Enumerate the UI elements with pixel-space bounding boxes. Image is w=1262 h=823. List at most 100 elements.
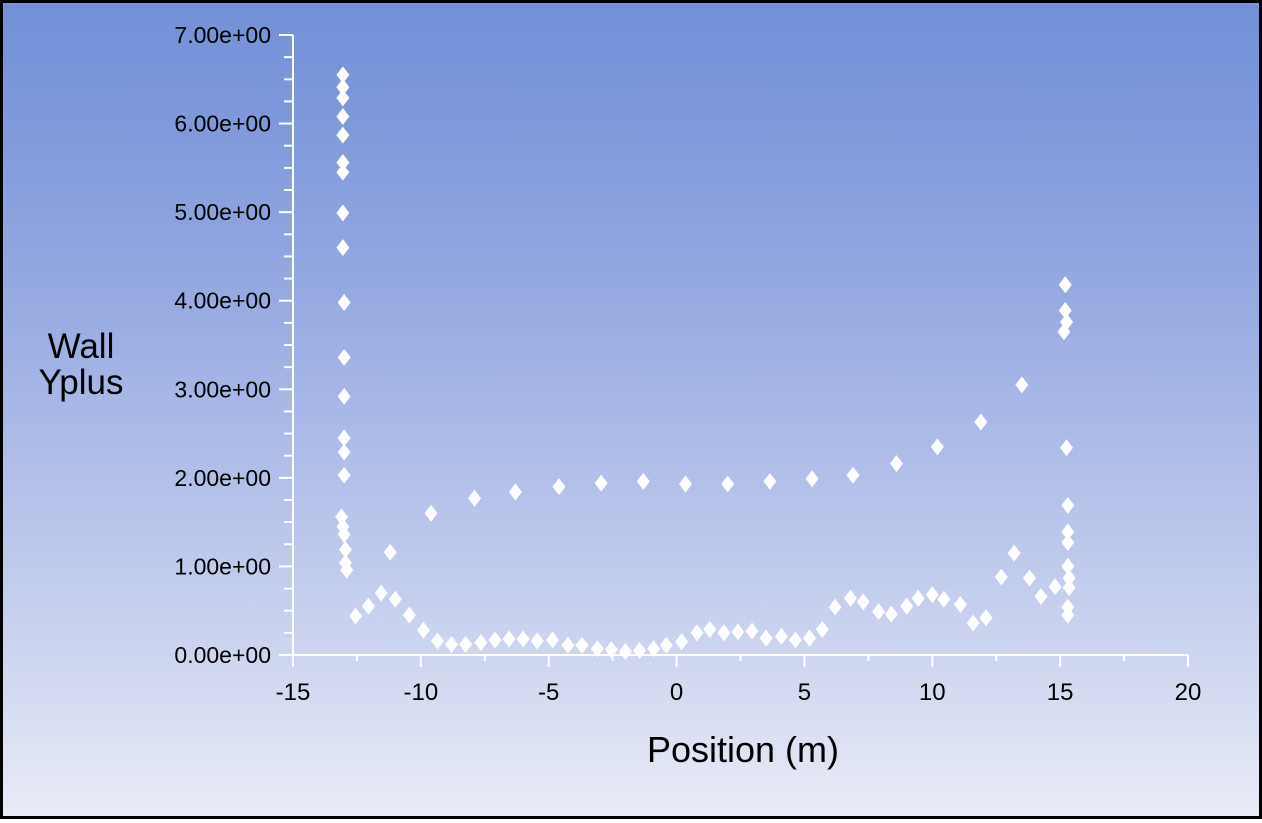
data-point	[1007, 544, 1021, 562]
data-point	[338, 541, 352, 559]
x-tick-label: 15	[1047, 679, 1074, 706]
data-point	[1015, 376, 1029, 394]
data-point	[337, 387, 351, 405]
y-axis-title: Wall Yplus	[31, 329, 131, 401]
data-point	[402, 606, 416, 624]
data-point	[336, 107, 350, 125]
data-point	[1048, 578, 1062, 596]
data-point	[675, 633, 689, 651]
data-point	[337, 443, 351, 461]
y-tick-label: 7.00e+00	[174, 22, 271, 48]
data-point	[979, 609, 993, 627]
data-point	[590, 640, 604, 658]
data-point	[745, 622, 759, 640]
data-point	[416, 621, 430, 639]
data-point	[763, 472, 777, 490]
scatter-plot-canvas: 0.00e+00 1.00e+00 2.00e+00 3.00e+00 4.00e+00…	[174, 22, 1202, 706]
data-point	[759, 629, 773, 647]
data-point	[974, 413, 988, 431]
data-point	[336, 154, 350, 172]
data-point	[1061, 523, 1075, 541]
x-tick-label: 5	[798, 679, 811, 706]
data-point	[1060, 439, 1074, 457]
data-point	[966, 614, 980, 632]
data-point	[803, 629, 817, 647]
data-point	[530, 632, 544, 650]
x-axis-title: Position (m)	[646, 729, 840, 770]
data-point	[1062, 579, 1076, 597]
x-tick-label: 20	[1175, 679, 1202, 706]
data-point	[502, 630, 516, 648]
data-point	[953, 596, 967, 614]
data-point	[1022, 569, 1036, 587]
data-point	[721, 475, 735, 493]
data-point	[889, 455, 903, 473]
data-point	[361, 597, 375, 615]
x-tick-label: -5	[538, 679, 559, 706]
data-point	[336, 89, 350, 107]
data-point	[1061, 557, 1075, 575]
data-point	[546, 631, 560, 649]
data-point	[1034, 588, 1048, 606]
y-tick-label: 2.00e+00	[174, 465, 271, 491]
data-point	[336, 163, 350, 181]
data-point	[788, 631, 802, 649]
data-point	[846, 466, 860, 484]
data-point	[516, 630, 530, 648]
data-point	[632, 642, 646, 660]
data-point	[374, 584, 388, 602]
data-point	[636, 472, 650, 490]
y-axis-title-line1: Wall	[47, 327, 115, 366]
data-point	[337, 348, 351, 366]
data-point	[337, 429, 351, 447]
data-point	[1062, 569, 1076, 587]
data-point	[994, 568, 1008, 586]
x-tick-label: -10	[404, 679, 439, 706]
y-tick-label: 3.00e+00	[174, 376, 271, 402]
x-tick-label: -15	[276, 679, 311, 706]
data-point	[717, 624, 731, 642]
data-point	[679, 475, 693, 493]
data-point	[336, 78, 350, 96]
data-point	[884, 605, 898, 623]
data-point	[430, 632, 444, 650]
data-point	[900, 597, 914, 615]
data-point	[340, 561, 354, 579]
data-point	[349, 607, 363, 625]
data-point	[856, 593, 870, 611]
data-point	[1057, 323, 1071, 341]
data-point	[561, 636, 575, 654]
y-tick-label: 1.00e+00	[174, 553, 271, 579]
data-point	[690, 624, 704, 642]
data-point	[1061, 606, 1075, 624]
data-point	[336, 126, 350, 144]
data-point	[937, 590, 951, 608]
data-point	[336, 66, 350, 84]
data-point	[336, 239, 350, 257]
data-point	[805, 470, 819, 488]
data-point	[575, 636, 589, 654]
data-point	[911, 589, 925, 607]
data-point	[659, 636, 673, 654]
data-point	[474, 634, 488, 652]
x-tick-label: 0	[670, 679, 683, 706]
data-point	[925, 586, 939, 604]
y-tick-label: 5.00e+00	[174, 199, 271, 225]
data-point	[337, 466, 351, 484]
data-point	[1061, 534, 1075, 552]
data-point	[843, 589, 857, 607]
data-point	[1058, 301, 1072, 319]
data-point	[336, 204, 350, 222]
data-point	[703, 620, 717, 638]
data-point	[828, 598, 842, 616]
data-point	[424, 504, 438, 522]
y-tick-label: 4.00e+00	[174, 288, 271, 314]
y-tick-label: 0.00e+00	[174, 642, 271, 668]
data-point	[774, 627, 788, 645]
y-axis-title-line2: Yplus	[38, 363, 124, 402]
data-point	[445, 635, 459, 653]
data-point	[618, 642, 632, 660]
data-point	[1061, 496, 1075, 514]
data-point	[815, 620, 829, 638]
